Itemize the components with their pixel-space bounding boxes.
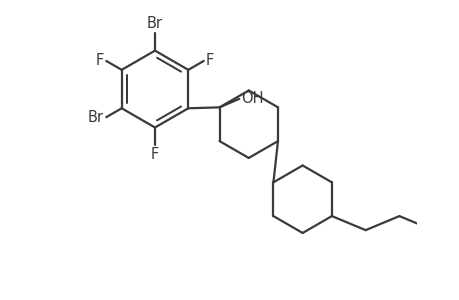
Text: Br: Br <box>87 110 103 125</box>
Text: OH: OH <box>241 92 263 106</box>
Text: Br: Br <box>147 16 162 31</box>
Text: F: F <box>95 53 103 68</box>
Text: F: F <box>151 147 159 162</box>
Text: F: F <box>206 53 214 68</box>
